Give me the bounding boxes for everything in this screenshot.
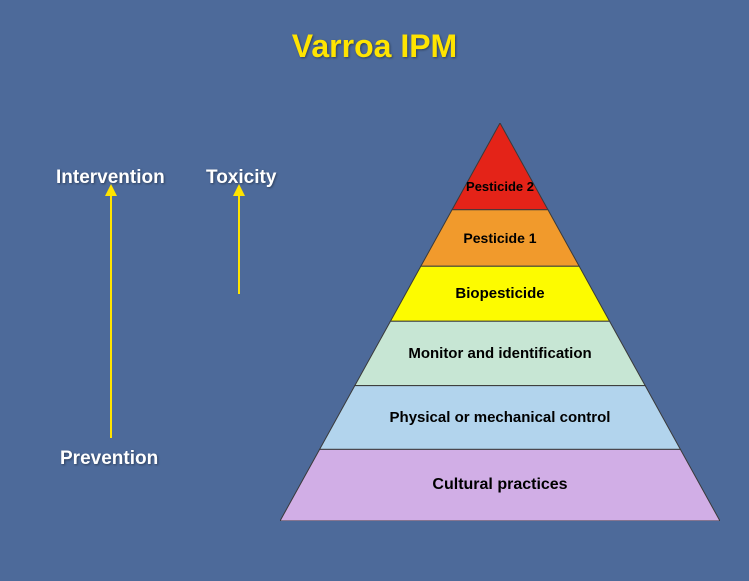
ipm-pyramid: Pesticide 2 Pesticide 1 Biopesticide Monito… [280,123,720,521]
pyramid-layer-0 [452,123,548,210]
pyramid-layer-label-0: Pesticide 2 [280,179,720,194]
page-title: Varroa IPM [0,28,749,65]
pyramid-layer-label-5: Cultural practices [280,476,720,494]
axis-label-prevention: Prevention [60,448,158,470]
pyramid-layer-label-3: Monitor and identification [280,345,720,362]
pyramid-layer-label-4: Physical or mechanical control [280,409,720,426]
pyramid-layer-label-2: Biopesticide [280,285,720,302]
toxicity-arrow [238,194,240,294]
pyramid-layer-label-1: Pesticide 1 [280,230,720,246]
intervention-arrow [110,194,112,438]
